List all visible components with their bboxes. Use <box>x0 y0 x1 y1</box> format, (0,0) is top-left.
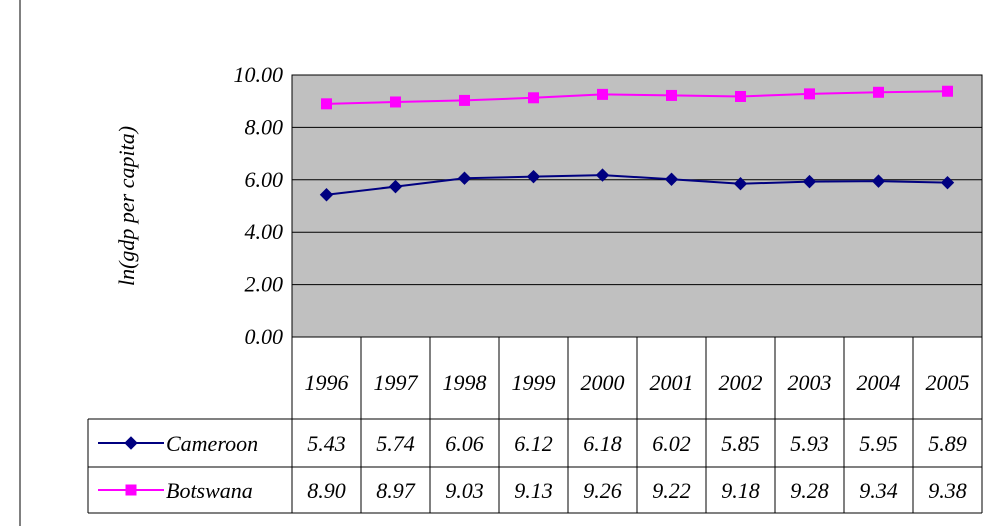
x-category-label: 2000 <box>581 370 625 395</box>
y-axis-label: ln(gdp per capita) <box>114 126 139 286</box>
series-layer <box>319 85 955 202</box>
data-point-cameroon <box>733 177 748 191</box>
table-value: 6.18 <box>583 431 622 456</box>
table-value: 8.90 <box>307 478 346 503</box>
gridlines <box>292 126 982 286</box>
table-value: 6.12 <box>514 431 553 456</box>
data-point-cameroon <box>940 175 955 190</box>
y-tick-label: 6.00 <box>245 167 284 192</box>
data-point-cameroon <box>664 172 679 186</box>
data-point-botswana <box>390 96 401 108</box>
y-axis-tick-labels: 0.00 2.00 4.00 6.00 8.00 10.00 <box>234 62 284 349</box>
table-value: 9.03 <box>445 478 484 503</box>
table-value: 9.34 <box>859 478 898 503</box>
series-line-cameroon <box>326 174 948 196</box>
series-line-botswana <box>326 90 948 105</box>
data-point-cameroon <box>871 174 886 188</box>
table-value: 5.43 <box>307 431 346 456</box>
legend-series-name: Cameroon <box>166 431 258 456</box>
plot-area <box>291 74 983 338</box>
data-table: 1996 1997 1998 1999 2000 2001 2002 2003 2004 2005… <box>87 337 983 514</box>
data-point-cameroon <box>802 174 817 189</box>
table-value: 9.26 <box>583 478 622 503</box>
table-value: 8.97 <box>376 478 416 503</box>
data-point-cameroon <box>457 171 472 185</box>
table-value: 5.85 <box>721 431 760 456</box>
y-tick-label: 8.00 <box>245 114 284 139</box>
table-value: 9.28 <box>790 478 829 503</box>
data-point-cameroon <box>526 169 541 184</box>
y-tick-label: 4.00 <box>245 219 284 244</box>
data-point-botswana <box>873 86 884 98</box>
data-point-botswana <box>666 89 677 101</box>
data-point-botswana <box>735 90 746 102</box>
legend-key-marker <box>124 436 138 450</box>
y-tick-label: 2.00 <box>245 272 284 297</box>
legend-key-marker <box>125 484 137 496</box>
x-category-label: 1999 <box>512 370 556 395</box>
data-point-botswana <box>528 92 539 104</box>
data-point-botswana <box>597 88 608 100</box>
table-value: 5.89 <box>928 431 967 456</box>
table-value: 5.95 <box>859 431 898 456</box>
x-category-label: 2002 <box>719 370 763 395</box>
table-value: 5.93 <box>790 431 829 456</box>
table-value: 9.13 <box>514 478 553 503</box>
table-value: 9.38 <box>928 478 967 503</box>
x-category-label: 2003 <box>788 370 832 395</box>
x-category-label: 2005 <box>926 370 970 395</box>
table-value: 5.74 <box>376 431 415 456</box>
data-point-botswana <box>459 94 470 106</box>
x-category-label: 1997 <box>374 370 419 395</box>
table-value: 9.22 <box>652 478 691 503</box>
table-value: 9.18 <box>721 478 760 503</box>
table-value: 6.02 <box>652 431 691 456</box>
x-category-label: 1998 <box>443 370 487 395</box>
data-point-botswana <box>804 88 815 100</box>
data-point-botswana <box>321 98 332 110</box>
data-point-cameroon <box>319 188 334 202</box>
x-category-label: 2001 <box>650 370 694 395</box>
y-tick-label: 0.00 <box>245 324 284 349</box>
data-point-cameroon <box>595 168 610 182</box>
table-value: 6.06 <box>445 431 484 456</box>
legend-series-name: Botswana <box>166 478 253 503</box>
data-point-botswana <box>942 85 953 97</box>
x-category-label: 1996 <box>305 370 349 395</box>
x-category-label: 2004 <box>857 370 901 395</box>
data-point-cameroon <box>388 179 403 194</box>
y-tick-label: 10.00 <box>234 62 284 87</box>
